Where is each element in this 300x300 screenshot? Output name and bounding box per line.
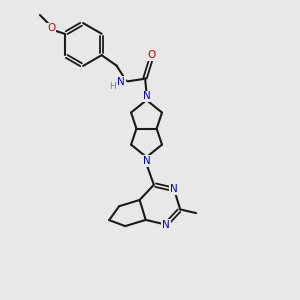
Text: O: O [47, 23, 55, 33]
Text: H: H [109, 82, 116, 91]
Text: N: N [117, 77, 125, 87]
Text: N: N [143, 156, 150, 166]
Text: N: N [162, 220, 170, 230]
Text: O: O [148, 50, 156, 61]
Text: N: N [143, 92, 150, 101]
Text: N: N [170, 184, 178, 194]
